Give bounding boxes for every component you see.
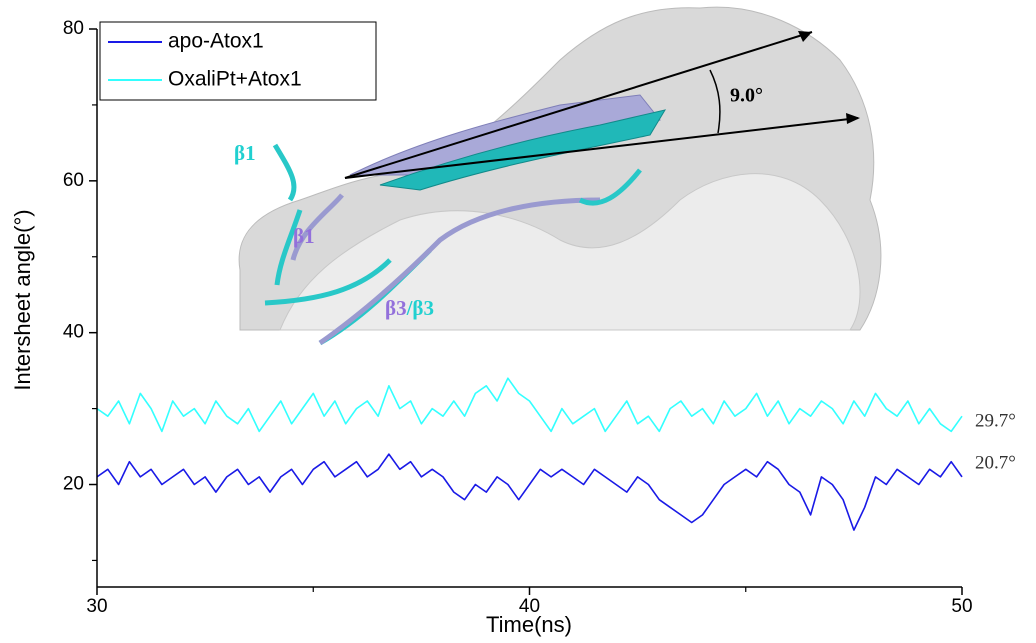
series-line [96,377,963,433]
x-tick-label: 50 [951,596,972,617]
inset-label-part: β3 [385,296,407,320]
legend-box [99,21,377,101]
inset-label-part: /β3 [406,296,434,320]
coil-end [578,168,642,206]
angle-arrow [344,31,813,179]
ribbon-oxali [379,109,667,191]
legend-label: OxaliPt+Atox1 [168,68,302,91]
x-tick-label: 40 [519,596,540,617]
end-label: 20.7° [975,452,1016,473]
arrow-head [846,113,860,124]
y-tick-label: 80 [63,18,84,39]
inset-label: β3/β3 [385,296,434,320]
legend-label: apo-Atox1 [168,30,264,53]
angle-label: 9.0° [730,85,763,107]
inset-label: β1 [234,141,256,165]
coil [264,143,432,346]
legend: apo-Atox1 OxaliPt+Atox1 [99,21,377,101]
y-axis-label: Intersheet angle(°) [10,209,35,390]
angle-arrow [344,117,859,179]
plot-area [96,377,963,531]
surface-light [279,173,861,331]
y-tick-label: 60 [63,170,84,191]
arrow-head [798,31,812,42]
x-axis-label: Time(ns) [486,612,572,637]
series-line [96,453,963,531]
angle-arc [709,69,721,134]
x-tick-label: 30 [86,596,107,617]
inset-image: 9.0° β1 β1 β3/β3 [234,6,882,346]
y-tick-label: 20 [63,474,84,495]
y-tick-label: 40 [63,322,84,343]
end-label: 29.7° [975,410,1016,431]
coil-apo [290,193,601,346]
inset-label: β1 [293,224,315,248]
